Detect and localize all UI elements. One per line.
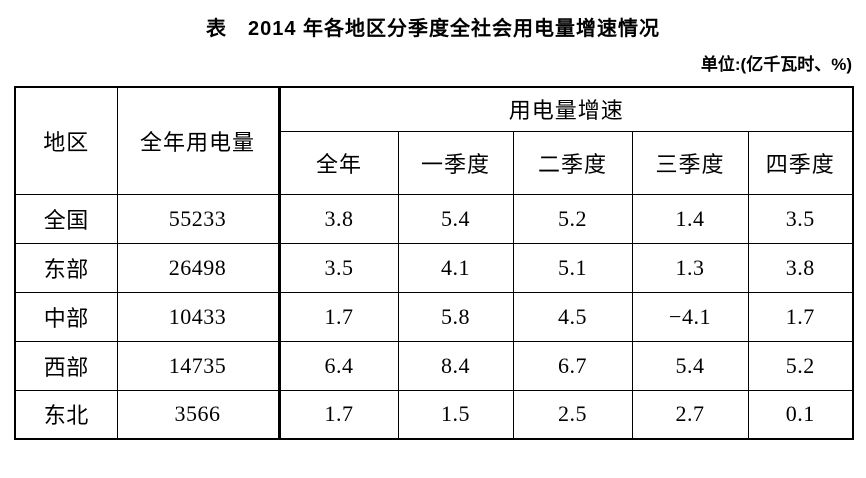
col-group-header-growth: 用电量增速	[277, 86, 854, 132]
growth-q4: 0.1	[747, 389, 854, 440]
annual-value: 14735	[116, 340, 280, 391]
growth-q1: 8.4	[397, 340, 514, 391]
growth-q1: 1.5	[397, 389, 514, 440]
growth-fullyear: 3.8	[277, 193, 399, 244]
table-row-northeast: 东北 3566 1.7 1.5 2.5 2.7 0.1	[14, 389, 854, 440]
growth-q3: 1.4	[631, 193, 749, 244]
electricity-growth-table: 地区 全年用电量 用电量增速 全年 一季度 二季度 三季度 四季度 全国 552…	[14, 86, 855, 440]
growth-q2: 5.1	[512, 242, 633, 293]
col-header-q4: 四季度	[747, 130, 854, 195]
table-row-east: 东部 26498 3.5 4.1 5.1 1.3 3.8	[14, 242, 854, 293]
growth-fullyear: 1.7	[277, 389, 399, 440]
page-title: 表 2014 年各地区分季度全社会用电量增速情况	[205, 18, 661, 40]
growth-q4: 1.7	[747, 291, 854, 342]
growth-q2: 5.2	[512, 193, 633, 244]
annual-value: 55233	[116, 193, 280, 244]
unit-note: 单位:(亿千瓦时、%)	[700, 55, 852, 74]
growth-q4: 5.2	[747, 340, 854, 391]
table-row-national: 全国 55233 3.8 5.4 5.2 1.4 3.5	[14, 193, 854, 244]
col-header-q1: 一季度	[397, 130, 514, 195]
annual-value: 3566	[116, 389, 280, 440]
growth-fullyear: 3.5	[277, 242, 399, 293]
col-header-q3: 三季度	[631, 130, 749, 195]
growth-q1: 5.4	[397, 193, 514, 244]
region-label: 中部	[14, 291, 118, 342]
col-header-fullyear: 全年	[277, 130, 399, 195]
region-label: 全国	[14, 193, 118, 244]
growth-q3: 1.3	[631, 242, 749, 293]
annual-value: 26498	[116, 242, 280, 293]
growth-q1: 5.8	[397, 291, 514, 342]
col-header-annual-consumption: 全年用电量	[116, 86, 280, 195]
table-row-central: 中部 10433 1.7 5.8 4.5 −4.1 1.7	[14, 291, 854, 342]
growth-q3: −4.1	[631, 291, 749, 342]
growth-q4: 3.8	[747, 242, 854, 293]
growth-q3: 5.4	[631, 340, 749, 391]
annual-value: 10433	[116, 291, 280, 342]
region-label: 东北	[14, 389, 118, 440]
col-header-q2: 二季度	[512, 130, 633, 195]
growth-fullyear: 1.7	[277, 291, 399, 342]
growth-q2: 6.7	[512, 340, 633, 391]
region-label: 东部	[14, 242, 118, 293]
table-row-west: 西部 14735 6.4 8.4 6.7 5.4 5.2	[14, 340, 854, 391]
col-header-region: 地区	[14, 86, 118, 195]
growth-q3: 2.7	[631, 389, 749, 440]
growth-fullyear: 6.4	[277, 340, 399, 391]
region-label: 西部	[14, 340, 118, 391]
growth-q4: 3.5	[747, 193, 854, 244]
growth-q2: 4.5	[512, 291, 633, 342]
growth-q1: 4.1	[397, 242, 514, 293]
growth-q2: 2.5	[512, 389, 633, 440]
